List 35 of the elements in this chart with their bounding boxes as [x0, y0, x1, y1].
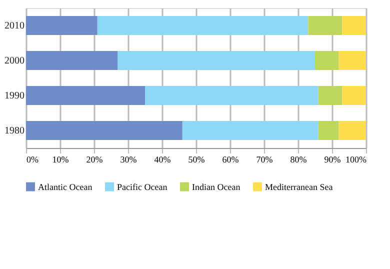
- bar: [182, 121, 318, 140]
- legend-label: Indian Ocean: [192, 182, 241, 192]
- x-tick-label: 90%: [324, 154, 342, 164]
- bar: [318, 121, 339, 140]
- x-tick-label: 30%: [120, 154, 138, 164]
- x-tick-label: 10%: [52, 154, 70, 164]
- bar: [342, 86, 366, 105]
- x-tick-label: 0%: [26, 154, 39, 164]
- legend-label: Pacific Ocean: [117, 182, 168, 192]
- y-tick-label: 1980: [4, 126, 24, 136]
- bar: [26, 16, 98, 35]
- legend-label: Mediterranean Sea: [265, 182, 333, 192]
- bar: [318, 86, 342, 105]
- bar: [26, 51, 118, 70]
- y-tick-label: 1990: [4, 90, 24, 102]
- legend-label: Atlantic Ocean: [38, 182, 93, 192]
- bar: [315, 51, 339, 70]
- x-tick-label: 40%: [154, 154, 172, 164]
- bar: [26, 86, 145, 105]
- x-tick-label: 100%: [346, 154, 367, 164]
- bar: [118, 51, 315, 70]
- bar: [145, 86, 318, 105]
- x-tick-label: 60%: [222, 154, 240, 164]
- bar: [97, 16, 308, 35]
- y-tick-label: 2000: [4, 56, 24, 66]
- bar: [26, 121, 182, 140]
- y-tick-label: 2010: [4, 20, 24, 32]
- x-tick-label: 20%: [86, 154, 104, 164]
- bar: [342, 16, 366, 35]
- x-tick-label: 80%: [290, 154, 308, 164]
- bar: [338, 51, 366, 70]
- bar: [308, 16, 342, 35]
- bar: [338, 121, 366, 140]
- x-tick-label: 70%: [256, 154, 274, 164]
- x-tick-label: 50%: [188, 154, 206, 164]
